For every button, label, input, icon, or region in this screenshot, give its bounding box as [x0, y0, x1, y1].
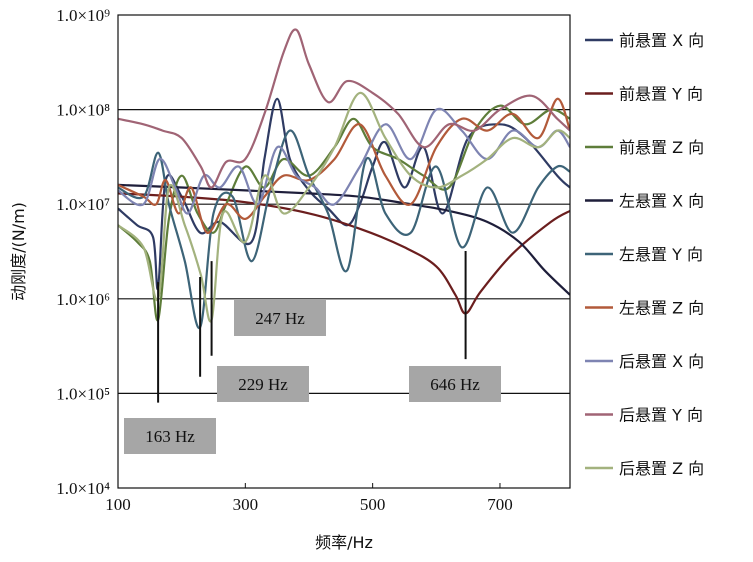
legend-entry: 后悬置 Y 向 [619, 406, 703, 425]
annotation-box [217, 366, 309, 402]
legend-entry: 后悬置 X 向 [619, 352, 704, 371]
x-tick-label: 700 [487, 495, 513, 514]
axes: 1.0×10⁴ 1.0×10⁵ 1.0×10⁶ 1.0×10⁷ 1.0×10⁸ 1.0×1… [56, 6, 571, 514]
legend-entry: 前悬置 X 向 [619, 31, 704, 50]
annotation-label: 163 Hz [145, 427, 195, 446]
legend-entry: 左悬置 Y 向 [619, 245, 703, 264]
series-line-9 [118, 91, 570, 323]
y-tick-label: 1.0×10⁴ [56, 479, 110, 498]
y-tick-label: 1.0×10⁵ [56, 384, 110, 403]
series-lines [118, 28, 570, 330]
annotation-box [409, 366, 501, 402]
annotation-label: 229 Hz [238, 375, 288, 394]
y-axis-title: 动刚度/(N/m) [9, 202, 28, 301]
annotation-box [124, 418, 216, 454]
annotations: 163 Hz 229 Hz 247 Hz 646 Hz [124, 251, 501, 454]
x-tick-label: 500 [360, 495, 386, 514]
series-line-8 [118, 28, 570, 189]
y-tick-label: 1.0×10⁶ [56, 290, 110, 309]
annotation-label: 646 Hz [430, 375, 480, 394]
annotation-label: 247 Hz [255, 309, 305, 328]
y-tick-label: 1.0×10⁷ [56, 195, 110, 214]
annotation-box [234, 300, 326, 336]
legend-entry: 左悬置 X 向 [619, 192, 704, 211]
legend-entry: 前悬置 Z 向 [619, 138, 704, 157]
x-tick-label: 300 [233, 495, 259, 514]
legend-entry: 左悬置 Z 向 [619, 299, 704, 318]
grid-lines [118, 108, 570, 394]
series-line-2 [118, 192, 570, 315]
y-tick-label: 1.0×10⁹ [56, 6, 110, 25]
legend-entry: 后悬置 Z 向 [619, 459, 704, 478]
y-tick-label: 1.0×10⁸ [56, 101, 110, 120]
series-line-4 [118, 183, 570, 296]
series-line-5 [118, 129, 570, 330]
x-tick-label: 100 [105, 495, 131, 514]
x-axis-title: 频率/Hz [315, 533, 373, 552]
legend-entry: 前悬置 Y 向 [619, 85, 703, 104]
series-line-6 [118, 97, 570, 234]
plot-frame [117, 14, 571, 489]
